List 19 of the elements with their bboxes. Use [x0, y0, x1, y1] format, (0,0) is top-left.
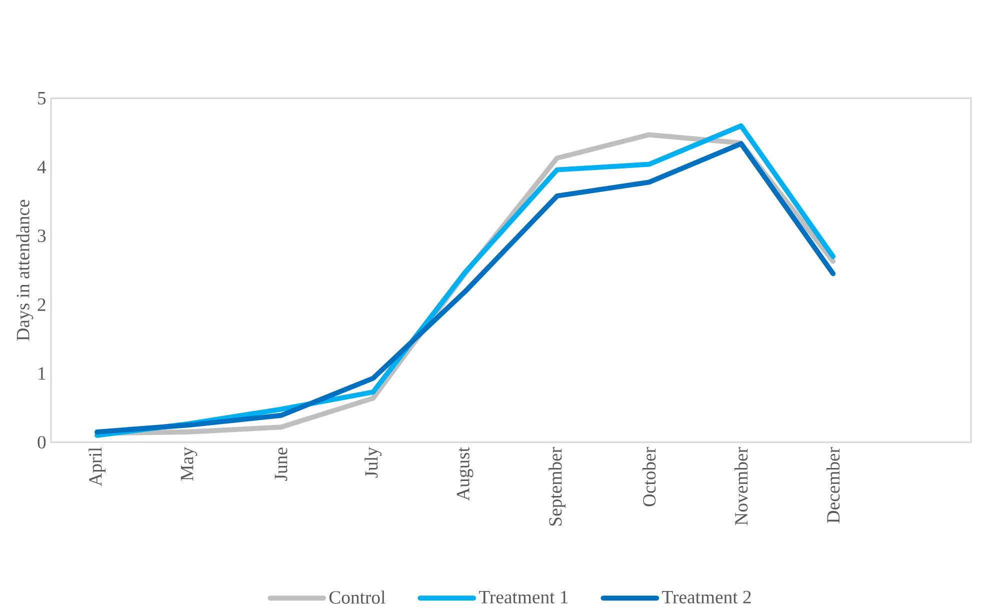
y-tick-label: 5: [38, 92, 46, 105]
x-tick-label: July: [364, 447, 382, 478]
x-tick-label: June: [274, 448, 288, 481]
y-axis-title: Days in attendance: [16, 200, 34, 341]
y-tick-label: 4: [37, 160, 46, 174]
x-tick-label: December: [826, 447, 840, 524]
y-tick-label: 0: [38, 436, 46, 449]
legend-label: Treatment 2: [662, 590, 751, 604]
y-tick-label: 1: [38, 367, 46, 380]
legend-label: Control: [329, 590, 386, 604]
y-tick-label: 2: [38, 298, 46, 311]
x-tick-label: May: [180, 447, 198, 481]
x-tick-label: August: [456, 447, 474, 501]
x-tick-label: September: [548, 447, 566, 526]
x-tick-label: November: [734, 447, 748, 526]
x-tick-label: April: [88, 447, 106, 486]
y-tick-label: 3: [38, 230, 46, 242]
legend-label: Treatment 1: [479, 590, 568, 604]
x-tick-label: October: [642, 447, 656, 506]
